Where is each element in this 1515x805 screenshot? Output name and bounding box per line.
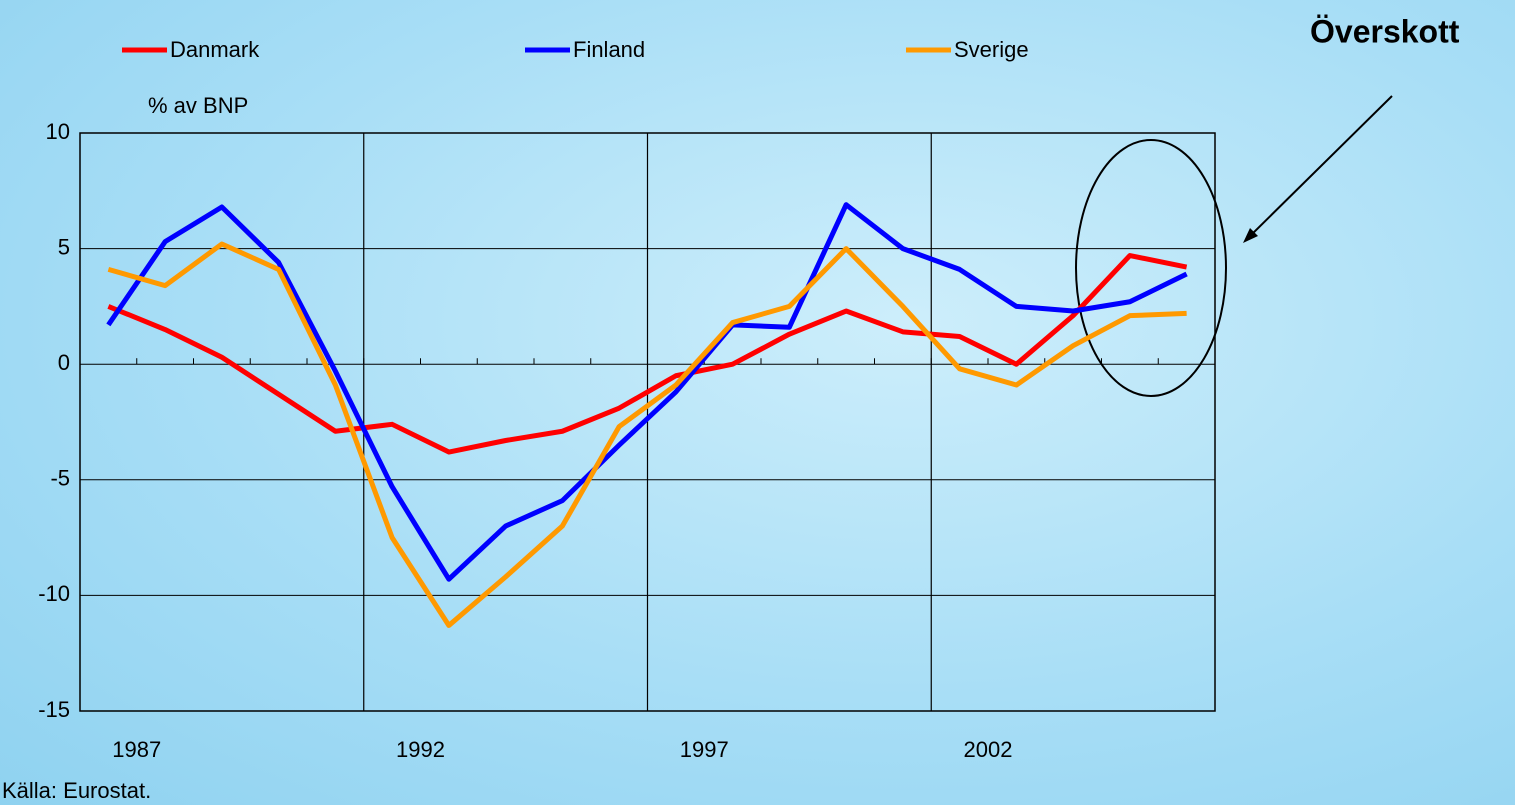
highlight-ellipse [1076,140,1226,396]
legend-label: Finland [573,37,645,62]
y-tick-label: 0 [58,350,70,375]
page: {"chart_data": {"type": "line", "y_label… [0,0,1515,805]
arrow-line [1246,96,1392,240]
y-tick-label: -15 [38,697,70,722]
x-tick-label: 1987 [112,737,161,762]
y-tick-label: -5 [50,466,70,491]
x-tick-label: 1992 [396,737,445,762]
y-tick-label: -10 [38,581,70,606]
source: Källa: Eurostat. [2,778,151,803]
y-tick-label: 10 [46,119,70,144]
y-axis-label: % av BNP [148,93,248,118]
x-tick-label: 2002 [964,737,1013,762]
legend-label: Danmark [170,37,260,62]
annotation: Överskott [1310,13,1460,49]
y-tick-label: 5 [58,234,70,259]
legend-label: Sverige [954,37,1029,62]
chart: % av BNP Överskott Källa: Eurostat. -15 -… [0,0,1515,805]
x-tick-label: 1997 [680,737,729,762]
